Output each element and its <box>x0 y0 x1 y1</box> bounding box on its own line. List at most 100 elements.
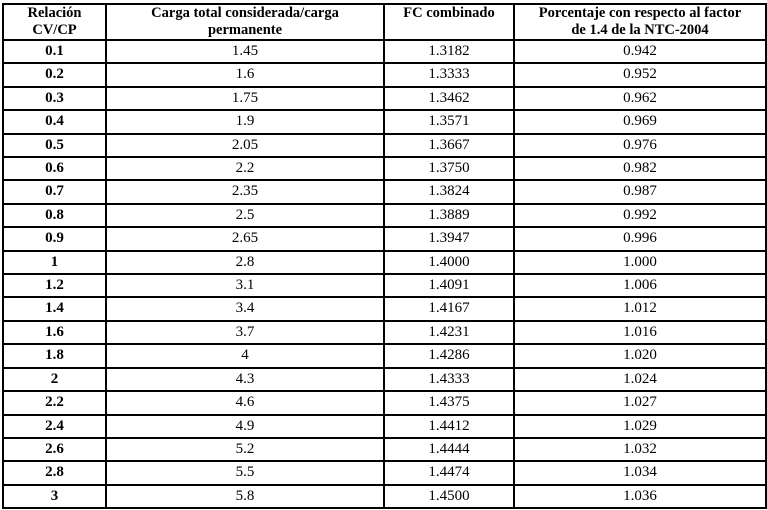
cell-carga-total: 5.5 <box>105 460 385 486</box>
cell-fc-combinado: 1.4500 <box>383 483 515 510</box>
cell-carga-total: 5.8 <box>105 483 385 510</box>
table-row: 0.5 2.05 1.3667 0.976 <box>2 132 767 159</box>
cell-fc-combinado: 1.3667 <box>383 132 515 159</box>
cell-porcentaje-ntc: 1.000 <box>513 249 767 276</box>
cell-fc-combinado: 1.3824 <box>383 179 515 205</box>
table-row: 0.1 1.45 1.3182 0.942 <box>2 38 767 65</box>
table-row: 2.2 4.6 1.4375 1.027 <box>2 390 767 416</box>
col-header-carga-total: Carga total considerada/carga permanente <box>105 3 385 41</box>
cell-relacion-cv-cp: 2.2 <box>2 390 107 416</box>
table-row: 2 4.3 1.4333 1.024 <box>2 366 767 393</box>
table-row: 0.4 1.9 1.3571 0.969 <box>2 109 767 135</box>
cell-porcentaje-ntc: 1.034 <box>513 460 767 486</box>
cell-relacion-cv-cp: 0.6 <box>2 156 107 182</box>
col-header-relacion-cv-cp: Relación CV/CP <box>2 3 107 41</box>
cell-fc-combinado: 1.3182 <box>383 38 515 65</box>
cell-carga-total: 4.3 <box>105 366 385 393</box>
cell-relacion-cv-cp: 2.6 <box>2 436 107 463</box>
cell-porcentaje-ntc: 1.016 <box>513 319 767 346</box>
cell-relacion-cv-cp: 0.9 <box>2 226 107 252</box>
cell-porcentaje-ntc: 0.962 <box>513 85 767 112</box>
cell-fc-combinado: 1.4286 <box>383 343 515 369</box>
cell-porcentaje-ntc: 0.969 <box>513 109 767 135</box>
table-row: 0.9 2.65 1.3947 0.996 <box>2 226 767 252</box>
table-row: 0.7 2.35 1.3824 0.987 <box>2 179 767 205</box>
cell-carga-total: 1.9 <box>105 109 385 135</box>
cell-carga-total: 2.65 <box>105 226 385 252</box>
cell-relacion-cv-cp: 0.3 <box>2 85 107 112</box>
cell-relacion-cv-cp: 1 <box>2 249 107 276</box>
table-body: 0.1 1.45 1.3182 0.942 0.2 1.6 1.3333 0.952 0.3 1.… <box>2 38 767 510</box>
table-row: 1 2.8 1.4000 1.000 <box>2 249 767 276</box>
cell-fc-combinado: 1.4444 <box>383 436 515 463</box>
cell-fc-combinado: 1.4231 <box>383 319 515 346</box>
factor-comparison-table: Relación CV/CP Carga total considerada/c… <box>2 3 767 510</box>
cell-carga-total: 4.9 <box>105 413 385 439</box>
cell-carga-total: 1.75 <box>105 85 385 112</box>
cell-carga-total: 3.1 <box>105 273 385 299</box>
cell-relacion-cv-cp: 1.2 <box>2 273 107 299</box>
cell-relacion-cv-cp: 1.4 <box>2 296 107 322</box>
cell-fc-combinado: 1.4167 <box>383 296 515 322</box>
table-row: 0.2 1.6 1.3333 0.952 <box>2 62 767 88</box>
cell-relacion-cv-cp: 0.2 <box>2 62 107 88</box>
cell-carga-total: 2.05 <box>105 132 385 159</box>
cell-relacion-cv-cp: 0.5 <box>2 132 107 159</box>
table-row: 2.8 5.5 1.4474 1.034 <box>2 460 767 486</box>
cell-carga-total: 2.5 <box>105 202 385 229</box>
cell-carga-total: 3.4 <box>105 296 385 322</box>
cell-carga-total: 3.7 <box>105 319 385 346</box>
cell-carga-total: 5.2 <box>105 436 385 463</box>
cell-fc-combinado: 1.4091 <box>383 273 515 299</box>
cell-fc-combinado: 1.4333 <box>383 366 515 393</box>
cell-fc-combinado: 1.4474 <box>383 460 515 486</box>
cell-relacion-cv-cp: 0.7 <box>2 179 107 205</box>
cell-fc-combinado: 1.3462 <box>383 85 515 112</box>
cell-porcentaje-ntc: 1.032 <box>513 436 767 463</box>
cell-carga-total: 1.45 <box>105 38 385 65</box>
table-row: 2.4 4.9 1.4412 1.029 <box>2 413 767 439</box>
header-row: Relación CV/CP Carga total considerada/c… <box>2 3 767 41</box>
table-row: 3 5.8 1.4500 1.036 <box>2 483 767 510</box>
col-header-porcentaje-ntc: Porcentaje con respecto al factor de 1.4… <box>513 3 767 41</box>
cell-fc-combinado: 1.4412 <box>383 413 515 439</box>
table-row: 2.6 5.2 1.4444 1.032 <box>2 436 767 463</box>
cell-porcentaje-ntc: 0.996 <box>513 226 767 252</box>
cell-relacion-cv-cp: 0.8 <box>2 202 107 229</box>
cell-porcentaje-ntc: 1.012 <box>513 296 767 322</box>
cell-fc-combinado: 1.4000 <box>383 249 515 276</box>
cell-fc-combinado: 1.3889 <box>383 202 515 229</box>
cell-porcentaje-ntc: 0.992 <box>513 202 767 229</box>
table-row: 1.8 4 1.4286 1.020 <box>2 343 767 369</box>
cell-porcentaje-ntc: 1.029 <box>513 413 767 439</box>
table-row: 0.6 2.2 1.3750 0.982 <box>2 156 767 182</box>
cell-relacion-cv-cp: 2.8 <box>2 460 107 486</box>
cell-porcentaje-ntc: 1.027 <box>513 390 767 416</box>
cell-porcentaje-ntc: 1.006 <box>513 273 767 299</box>
cell-carga-total: 2.8 <box>105 249 385 276</box>
table-row: 1.4 3.4 1.4167 1.012 <box>2 296 767 322</box>
cell-relacion-cv-cp: 3 <box>2 483 107 510</box>
cell-relacion-cv-cp: 2.4 <box>2 413 107 439</box>
cell-fc-combinado: 1.3333 <box>383 62 515 88</box>
cell-porcentaje-ntc: 0.952 <box>513 62 767 88</box>
cell-fc-combinado: 1.3947 <box>383 226 515 252</box>
cell-carga-total: 2.35 <box>105 179 385 205</box>
cell-porcentaje-ntc: 1.024 <box>513 366 767 393</box>
cell-relacion-cv-cp: 1.6 <box>2 319 107 346</box>
cell-fc-combinado: 1.3750 <box>383 156 515 182</box>
cell-relacion-cv-cp: 0.1 <box>2 38 107 65</box>
cell-fc-combinado: 1.3571 <box>383 109 515 135</box>
table-row: 0.8 2.5 1.3889 0.992 <box>2 202 767 229</box>
cell-relacion-cv-cp: 0.4 <box>2 109 107 135</box>
col-header-fc-combinado: FC combinado <box>383 3 515 41</box>
cell-relacion-cv-cp: 2 <box>2 366 107 393</box>
cell-carga-total: 2.2 <box>105 156 385 182</box>
cell-porcentaje-ntc: 1.036 <box>513 483 767 510</box>
cell-porcentaje-ntc: 1.020 <box>513 343 767 369</box>
cell-porcentaje-ntc: 0.982 <box>513 156 767 182</box>
cell-carga-total: 4 <box>105 343 385 369</box>
cell-porcentaje-ntc: 0.987 <box>513 179 767 205</box>
table-row: 1.2 3.1 1.4091 1.006 <box>2 273 767 299</box>
